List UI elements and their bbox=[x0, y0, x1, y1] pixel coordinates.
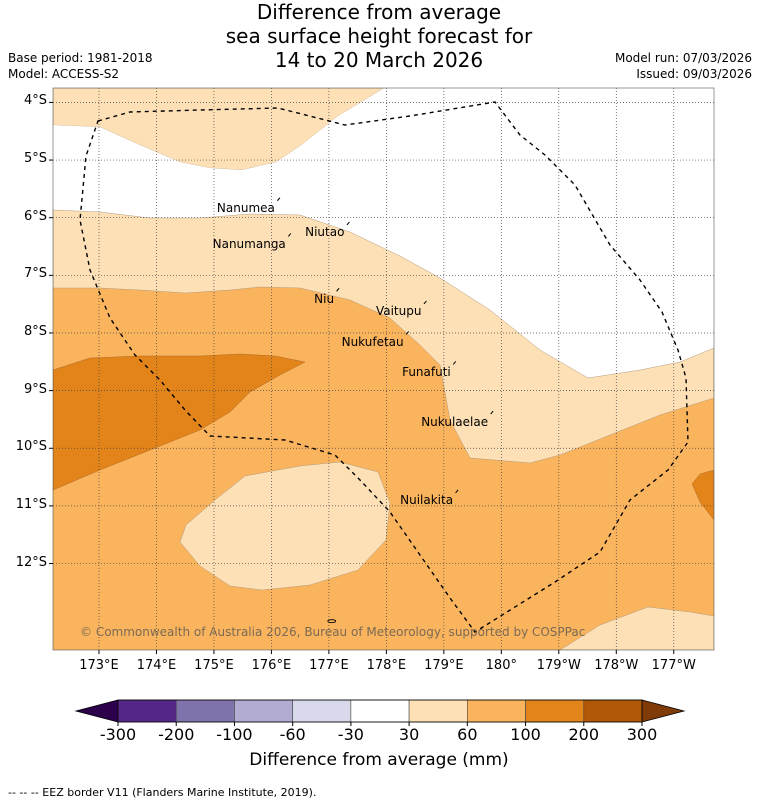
x-tick-label-180: 180° bbox=[485, 658, 517, 673]
base-period-label: Base period: 1981-2018 bbox=[8, 51, 153, 65]
y-tick-label-8-s: 8°S bbox=[23, 323, 47, 339]
copyright-notice: © Commonwealth of Australia 2026, Bureau… bbox=[80, 625, 586, 639]
island-label-niu: Niu bbox=[314, 291, 335, 306]
colorbar-tick-200: 200 bbox=[568, 725, 600, 744]
y-tick-label-6-s: 6°S bbox=[23, 208, 47, 224]
colorbar-tick-30: 30 bbox=[398, 725, 420, 744]
colorbar-tick-300: -300 bbox=[99, 725, 137, 744]
y-tick-label-10-s: 10°S bbox=[15, 439, 47, 455]
issued-label: Issued: 09/03/2026 bbox=[636, 67, 752, 81]
colorbar-swatch-30-to-30 bbox=[350, 699, 410, 723]
small-reef-marker bbox=[327, 619, 337, 624]
colorbar-tick-300: 300 bbox=[626, 725, 658, 744]
island-label-nanumanga: Nanumanga bbox=[212, 236, 286, 251]
x-tick-label-177-e: 177°E bbox=[309, 658, 349, 673]
x-tick-label-178-w: 178°W bbox=[594, 658, 639, 673]
island-markers bbox=[277, 197, 494, 624]
eez-footnote: -- -- -- EEZ border V11 (Flanders Marine… bbox=[8, 786, 317, 799]
x-tick-label-179-e: 179°E bbox=[424, 658, 464, 673]
colorbar-swatch-100-to-200 bbox=[525, 699, 585, 723]
x-tick-label-174-e: 174°E bbox=[136, 658, 177, 673]
band-100-200-east bbox=[691, 469, 714, 521]
model-run-label: Model run: 07/03/2026 bbox=[614, 51, 752, 65]
band-30-60-middle bbox=[53, 209, 714, 464]
colorbar-label: Difference from average (mm) bbox=[249, 750, 509, 770]
island-label-nukufetau: Nukufetau bbox=[341, 334, 404, 349]
colorbar-swatch-100-to-60 bbox=[234, 699, 293, 723]
graticule bbox=[49, 88, 714, 654]
y-tick-label-5-s: 5°S bbox=[23, 151, 47, 167]
colorbar-tick-60: -60 bbox=[279, 725, 306, 744]
island-marker-niu bbox=[336, 287, 340, 292]
island-marker-nanumanga bbox=[287, 233, 292, 237]
band-30-60-southeast bbox=[559, 606, 714, 650]
colorbar-extend-high bbox=[641, 699, 686, 723]
island-label-nanumea: Nanumea bbox=[216, 201, 275, 216]
island-label-funafuti: Funafuti bbox=[402, 364, 451, 379]
island-marker-niutao bbox=[346, 221, 350, 226]
band-minus-30-30 bbox=[53, 88, 714, 378]
island-label-nuilakita: Nuilakita bbox=[400, 493, 454, 508]
y-tick-label-11-s: 11°S bbox=[15, 496, 47, 512]
model-label: Model: ACCESS-S2 bbox=[8, 67, 120, 81]
colorbar-swatch-300-to-200 bbox=[117, 699, 177, 723]
island-marker-nukulaelae bbox=[490, 410, 494, 415]
island-marker-nanumea bbox=[277, 197, 281, 202]
y-tick-label-9-s: 9°S bbox=[23, 381, 47, 397]
eez-border bbox=[79, 101, 689, 633]
island-label-niutao: Niutao bbox=[305, 225, 345, 240]
y-tick-label-4-s: 4°S bbox=[23, 93, 47, 109]
colorbar bbox=[74, 699, 686, 726]
island-marker-nuilakita bbox=[455, 489, 459, 494]
x-tick-label-175-e: 175°E bbox=[194, 658, 234, 673]
title-line-1: Difference from average bbox=[256, 0, 502, 24]
x-tick-label-177-w: 177°W bbox=[651, 658, 696, 673]
x-tick-label-176-e: 176°E bbox=[251, 658, 292, 673]
island-marker-funafuti bbox=[452, 361, 457, 365]
island-marker-nukufetau bbox=[405, 331, 410, 335]
colorbar-swatch-30-to-60 bbox=[408, 699, 468, 723]
colorbar-swatch-60-to-30 bbox=[292, 699, 352, 723]
island-label-vaitupu: Vaitupu bbox=[375, 304, 422, 319]
title-line-2: sea surface height forecast for bbox=[225, 24, 533, 48]
colorbar-tick-60: 60 bbox=[457, 725, 478, 744]
colorbar-swatch-200-to-300 bbox=[583, 699, 643, 723]
colorbar-swatch-60-to-100 bbox=[467, 699, 526, 723]
colorbar-tick-30: -30 bbox=[337, 725, 364, 744]
band-100-200-west bbox=[53, 353, 306, 491]
y-tick-label-12-s: 12°S bbox=[15, 554, 47, 570]
colorbar-tick-100: -100 bbox=[216, 725, 253, 744]
plot-frame bbox=[52, 87, 715, 651]
island-marker-vaitupu bbox=[423, 300, 427, 305]
island-label-nukulaelae: Nukulaelae bbox=[421, 414, 489, 429]
chart-title: Difference from average sea surface heig… bbox=[0, 0, 758, 72]
colorbar-tick-100: 100 bbox=[510, 725, 541, 744]
colorbar-swatch-200-to-100 bbox=[175, 699, 235, 723]
y-tick-label-7-s: 7°S bbox=[23, 266, 47, 282]
colorbar-extend-low bbox=[74, 699, 119, 723]
band-30-60-south bbox=[179, 461, 391, 591]
colorbar-tick-200: -200 bbox=[158, 725, 195, 744]
contour-fill bbox=[53, 88, 714, 650]
title-line-3: 14 to 20 March 2026 bbox=[274, 48, 484, 72]
x-tick-label-179-w: 179°W bbox=[536, 658, 581, 673]
x-tick-label-173-e: 173°E bbox=[79, 658, 119, 673]
colorbar-frame bbox=[117, 699, 643, 723]
x-tick-label-178-e: 178°E bbox=[366, 658, 407, 673]
